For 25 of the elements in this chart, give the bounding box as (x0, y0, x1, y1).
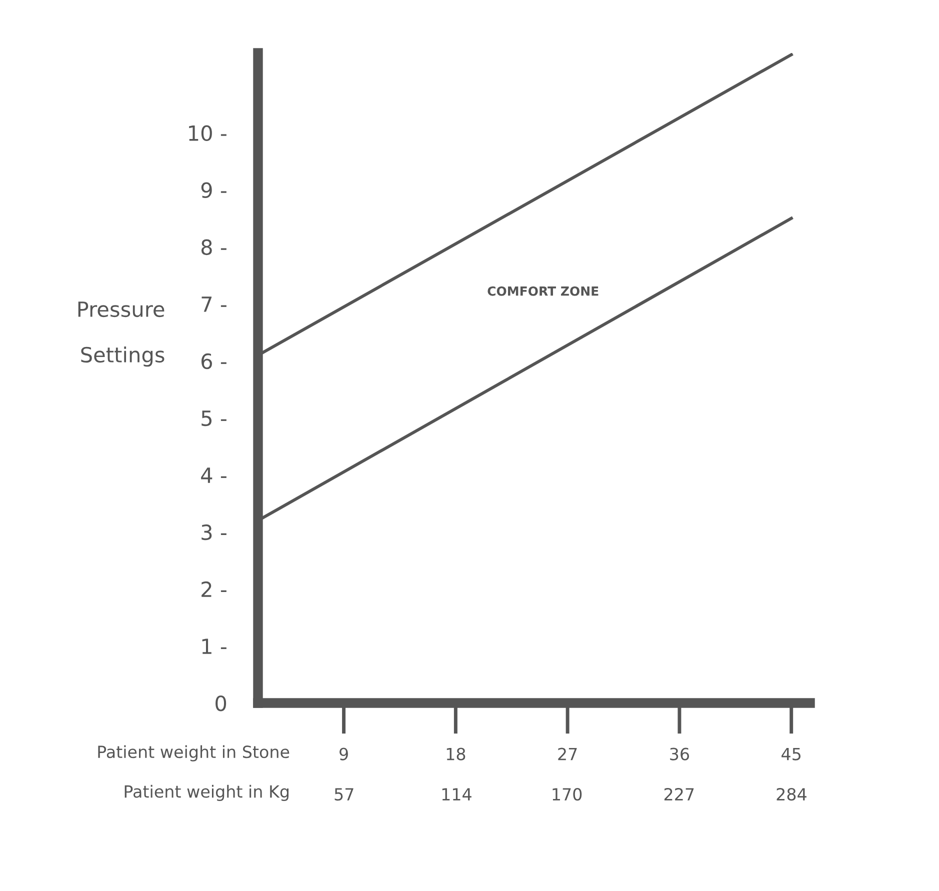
x-tick-label: 9 (340, 748, 348, 760)
y-tick-label: 6 - (202, 353, 226, 370)
annotation: COMFORT ZONE (488, 286, 598, 296)
x-tick-label: 36 (670, 748, 690, 760)
y-tick-label: 1 - (202, 638, 226, 654)
y-tick-label: 8 - (201, 239, 226, 256)
x-axis-title: Patient weight in Stone (98, 745, 290, 762)
x2-tick-label: 57 (334, 788, 354, 801)
x-tick-label: 45 (782, 748, 800, 760)
x-tick-label: 27 (558, 748, 577, 760)
x2-tick-label: 284 (776, 788, 806, 801)
y-tick-label: 4 - (201, 468, 226, 483)
y-tick-label: 9 - (201, 182, 226, 198)
y-tick-label: 5 - (202, 410, 226, 426)
y-tick-label: 7 - (202, 296, 226, 312)
x2-tick-label: 114 (442, 788, 472, 800)
x2-axis-title: Patient weight in Kg (124, 784, 289, 802)
x2-tick-label: 227 (664, 788, 694, 800)
y-tick-label: 10 - (189, 125, 226, 142)
x2-tick-label: 170 (552, 788, 582, 801)
text: Pressure Settings (78, 302, 164, 367)
y-tick-label: 0 (216, 695, 226, 712)
y-tick-label: 2 - (202, 581, 226, 597)
y-tick-label: 3 - (202, 524, 226, 540)
x-tick-label: 18 (446, 748, 466, 760)
